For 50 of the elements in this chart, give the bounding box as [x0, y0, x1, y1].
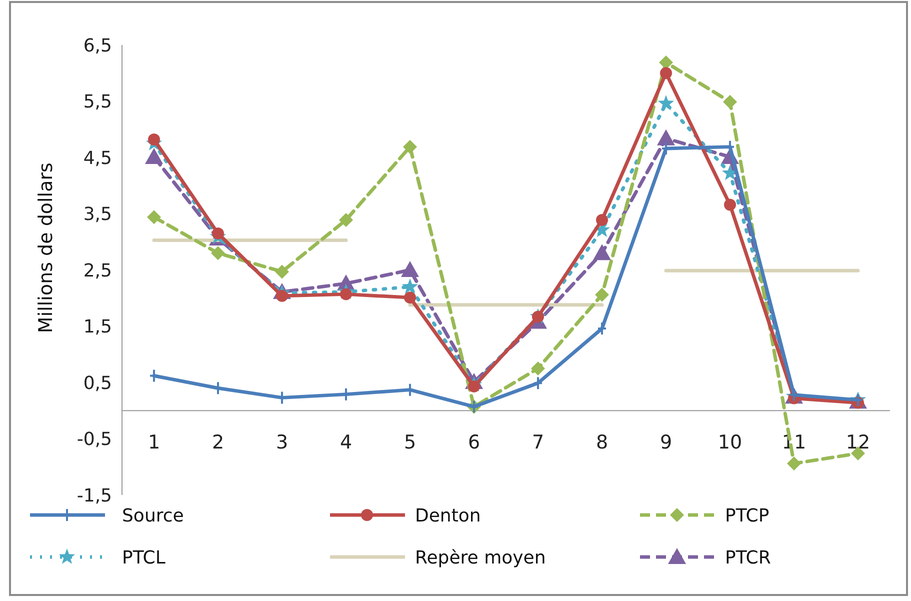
point [659, 55, 673, 70]
legend-label: Source [122, 505, 184, 526]
x-tick-label: 5 [404, 432, 416, 454]
y-axis-title: Millions de dollars [35, 162, 57, 334]
point [787, 456, 801, 470]
x-tick-label: 6 [468, 432, 480, 454]
legend-label: Denton [415, 505, 481, 526]
point [403, 140, 417, 154]
y-tick-label: -0,5 [76, 429, 112, 450]
y-tick-label: 1,5 [83, 316, 112, 338]
y-tick-label: 3,5 [83, 204, 112, 226]
point [657, 129, 675, 146]
legend-label: PTCP [725, 505, 770, 526]
x-tick-label: 7 [532, 432, 544, 454]
point [724, 198, 736, 211]
y-tick-label: 6,5 [83, 35, 112, 56]
point [402, 278, 418, 294]
point [531, 361, 545, 376]
legend-label: Repère moyen [415, 547, 546, 568]
y-tick-label: 4,5 [83, 148, 112, 169]
point [723, 94, 737, 109]
x-tick-label: 12 [846, 432, 870, 454]
point [595, 288, 609, 302]
x-tick-label: 2 [212, 432, 224, 454]
legend-label: PTCR [725, 547, 771, 568]
x-tick-label: 9 [660, 432, 672, 454]
y-tick-label: 5,5 [83, 92, 112, 113]
point [148, 134, 160, 146]
point [660, 67, 672, 80]
point [212, 227, 224, 240]
x-tick-label: 10 [718, 432, 742, 454]
point [211, 246, 225, 260]
y-tick-label: -1,5 [76, 485, 112, 506]
y-tick-label: 2,5 [83, 260, 112, 282]
point [401, 261, 419, 277]
point [145, 148, 163, 164]
x-tick-label: 4 [340, 432, 352, 454]
x-tick-label: 8 [596, 432, 608, 454]
x-tick-label: 3 [276, 432, 288, 454]
point [275, 264, 289, 279]
legend-label: PTCL [122, 547, 166, 568]
point [593, 244, 611, 260]
point [147, 210, 161, 224]
point [339, 212, 353, 227]
point [597, 322, 607, 336]
x-tick-label: 1 [148, 432, 160, 454]
point [404, 292, 416, 304]
y-tick-label: 0,5 [83, 372, 112, 394]
point [658, 95, 674, 110]
point [596, 214, 608, 226]
